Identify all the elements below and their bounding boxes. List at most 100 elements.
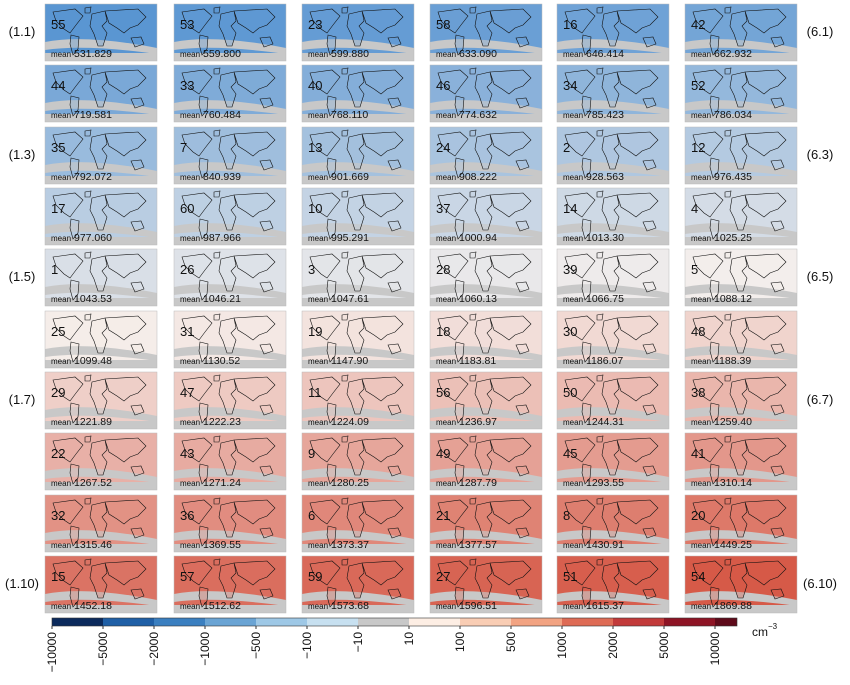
mean-value: 1512.62 <box>203 600 241 612</box>
panel-id: 31 <box>180 324 194 339</box>
mean-value: 1066.75 <box>586 293 624 305</box>
colorbar-segment <box>715 618 737 626</box>
panel-id: 33 <box>180 78 194 93</box>
mean-value: 1596.51 <box>459 600 497 612</box>
panel-frame <box>173 494 287 553</box>
mean-label: mean <box>51 173 71 182</box>
antarctic-band <box>174 53 286 61</box>
map-panel: 1 mean 1043.53 <box>44 248 158 307</box>
panel-id: 46 <box>436 78 450 93</box>
panel-frame <box>556 64 670 123</box>
panel-frame <box>429 432 543 491</box>
mean-value: 760.484 <box>203 109 241 121</box>
antarctic-band <box>685 605 797 613</box>
row-label-left: (1.7) <box>9 392 36 407</box>
panel-frame <box>429 310 543 369</box>
map-panel: 16 mean 646.414 <box>556 3 670 62</box>
panel-frame <box>173 310 287 369</box>
colorbar-tick-label: −5000 <box>96 632 110 666</box>
antarctic-band <box>45 482 157 490</box>
panel-frame <box>301 310 415 369</box>
mean-label: mean <box>51 234 71 243</box>
map-panel: 6 mean 1373.37 <box>301 494 415 553</box>
map-panel: 12 mean 976.435 <box>684 126 798 185</box>
panel-frame <box>429 64 543 123</box>
map-panel: 50 mean 1244.31 <box>556 371 670 430</box>
colorbar-segment <box>52 618 103 626</box>
panel-id: 48 <box>691 324 705 339</box>
panel-frame <box>684 3 798 62</box>
panel-frame <box>556 555 670 614</box>
map-panel: 11 mean 1224.09 <box>301 371 415 430</box>
mean-value: 908.222 <box>459 171 497 183</box>
map-panel: 5 mean 1088.12 <box>684 248 798 307</box>
mean-label: mean <box>51 111 71 120</box>
panel-frame <box>173 371 287 430</box>
mean-value: 1060.13 <box>459 293 497 305</box>
map-panel: 44 mean 719.581 <box>44 64 158 123</box>
mean-label: mean <box>308 234 328 243</box>
panel-id: 58 <box>436 17 450 32</box>
panel-id: 3 <box>308 262 315 277</box>
panel-frame <box>429 126 543 185</box>
mean-label: mean <box>436 111 456 120</box>
panel-frame <box>684 187 798 246</box>
panel-frame <box>684 432 798 491</box>
map-panel: 42 mean 662.932 <box>684 3 798 62</box>
panel-id: 24 <box>436 140 450 155</box>
mean-value: 901.669 <box>331 171 369 183</box>
colorbar-tick-label: 10000 <box>708 632 722 666</box>
mean-value: 1147.90 <box>331 355 368 367</box>
mean-label: mean <box>51 50 71 59</box>
antarctic-band <box>685 176 797 184</box>
panel-id: 26 <box>180 262 194 277</box>
antarctic-band <box>302 53 414 61</box>
mean-value: 1369.55 <box>203 539 241 551</box>
mean-label: mean <box>180 295 200 304</box>
panel-id: 39 <box>563 262 577 277</box>
panel-frame <box>556 187 670 246</box>
panel-id: 40 <box>308 78 322 93</box>
panel-id: 12 <box>691 140 705 155</box>
map-panel: 57 mean 1512.62 <box>173 555 287 614</box>
mean-label: mean <box>563 234 583 243</box>
colorbar-segment <box>103 618 154 626</box>
mean-value: 531.829 <box>74 48 112 60</box>
colorbar-tick-label: −2000 <box>147 632 161 666</box>
panel-frame <box>684 494 798 553</box>
map-panel: 22 mean 1267.52 <box>44 432 158 491</box>
panel-id: 45 <box>563 446 577 461</box>
mean-value: 1615.37 <box>586 600 624 612</box>
antarctic-band <box>557 53 669 61</box>
panel-frame <box>44 3 158 62</box>
mean-value: 662.932 <box>714 48 752 60</box>
panel-id: 20 <box>691 508 705 523</box>
panel-id: 19 <box>308 324 322 339</box>
mean-label: mean <box>436 295 456 304</box>
colorbar-segment <box>409 618 460 626</box>
mean-label: mean <box>436 234 456 243</box>
map-panel: 15 mean 1452.18 <box>44 555 158 614</box>
antarctic-band <box>685 237 797 245</box>
mean-label: mean <box>563 418 583 427</box>
panel-id: 50 <box>563 385 577 400</box>
mean-label: mean <box>308 418 328 427</box>
mean-value: 976.435 <box>714 171 752 183</box>
colorbar-tick-label: −10000 <box>45 632 59 673</box>
mean-label: mean <box>436 602 456 611</box>
antarctic-band <box>685 53 797 61</box>
colorbar-tick-label: −500 <box>249 632 263 659</box>
mean-value: 1259.40 <box>714 416 752 428</box>
mean-label: mean <box>563 541 583 550</box>
map-panel: 33 mean 760.484 <box>173 64 287 123</box>
panel-frame <box>301 248 415 307</box>
antarctic-band <box>557 605 669 613</box>
panel-frame <box>44 494 158 553</box>
panel-frame <box>173 126 287 185</box>
mean-label: mean <box>180 111 200 120</box>
map-panel: 58 mean 633.090 <box>429 3 543 62</box>
antarctic-band <box>45 176 157 184</box>
panel-frame <box>44 64 158 123</box>
mean-value: 1310.14 <box>714 477 752 489</box>
